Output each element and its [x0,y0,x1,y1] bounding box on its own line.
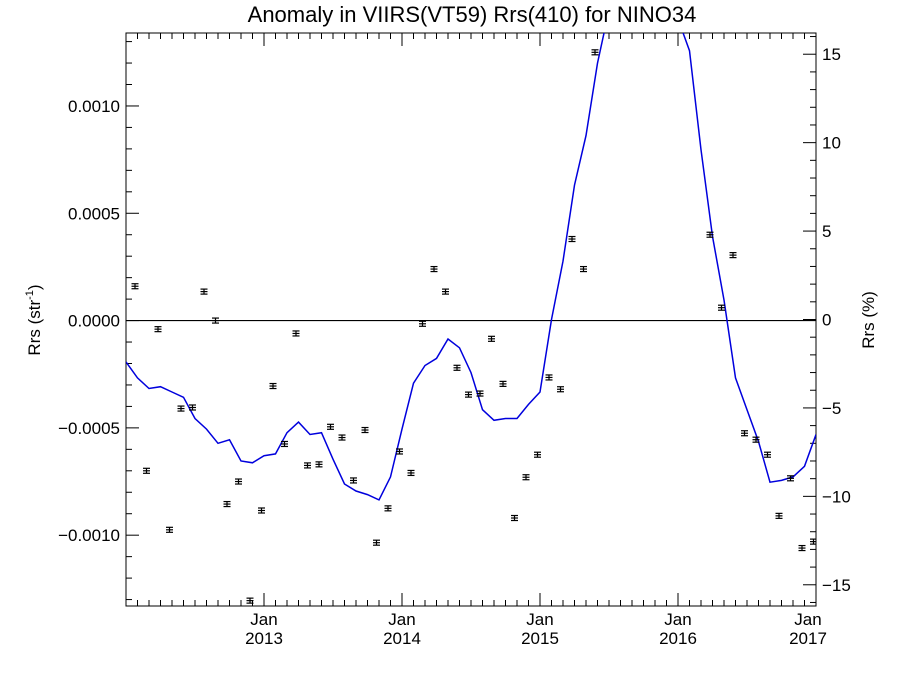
right-tick-label: 0 [822,311,831,330]
right-tick-label: 5 [822,222,831,241]
data-point [430,265,438,273]
x-tick-year-label: 2016 [659,629,697,648]
x-tick-year-label: 2017 [789,629,827,648]
left-tick-label: −0.0010 [58,526,120,545]
data-point [499,380,507,387]
data-point [269,382,277,390]
data-point [568,235,576,243]
data-point [189,404,196,411]
data-point [810,538,816,545]
data-point [361,426,369,434]
data-point [442,288,449,295]
data-point [453,364,461,371]
data-point [154,326,162,333]
right-tick-label: 15 [822,45,841,64]
data-point [177,405,185,412]
x-tick-month-label: Jan [794,610,821,629]
left-tick-label: −0.0005 [58,419,120,438]
data-point [729,252,737,259]
data-point [373,539,380,546]
data-point [741,430,748,437]
data-point [223,500,231,508]
x-tick-year-label: 2013 [245,629,283,648]
data-point [315,461,323,468]
right-y-axis-label: Rrs (%) [859,291,878,349]
x-tick-year-label: 2015 [521,629,559,648]
data-point [545,374,553,381]
data-point [706,231,714,238]
data-point [511,514,518,522]
data-point [476,390,484,397]
data-point [384,505,392,512]
data-point [350,477,357,484]
data-point [246,597,254,604]
data-point [131,283,139,290]
data-point [580,265,587,273]
data-point [591,49,599,56]
data-point [798,544,806,552]
right-tick-label: −5 [822,399,841,418]
data-point [258,507,265,514]
data-point [327,423,334,430]
data-point [396,448,403,455]
data-point [787,475,794,482]
x-tick-year-label: 2014 [383,629,421,648]
left-tick-label: 0.0010 [68,97,120,116]
left-tick-label: 0.0000 [68,312,120,331]
data-point [166,526,173,533]
x-tick-month-label: Jan [250,610,277,629]
data-point [200,288,208,295]
data-point [775,512,783,519]
left-tick-label: 0.0005 [68,204,120,223]
data-point [522,474,530,481]
series-line-percent [126,33,816,501]
left-y-axis-label: Rrs (str-1) [24,284,44,355]
data-point [407,469,415,477]
data-point [718,304,725,311]
data-point [235,478,242,485]
data-point [143,467,150,474]
data-point [557,386,564,393]
chart-title: Anomaly in VIIRS(VT59) Rrs(410) for NINO… [248,2,697,27]
right-tick-label: −10 [822,487,851,506]
right-tick-label: 10 [822,134,841,153]
data-point [752,436,760,443]
data-points [131,49,816,604]
data-point [212,317,219,324]
data-point [534,451,541,458]
data-point [764,451,771,458]
data-point [419,320,426,327]
data-point [465,391,472,398]
data-point [304,462,311,469]
x-tick-month-label: Jan [664,610,691,629]
data-point [281,440,288,448]
right-tick-label: −15 [822,576,851,595]
x-tick-month-label: Jan [526,610,553,629]
data-point [488,335,495,342]
left-y-axis: 0.0010 0.0005 0.0000 −0.0005 −0.0010 [58,41,139,601]
x-tick-month-label: Jan [388,610,415,629]
data-point [292,330,300,337]
right-y-axis: 15 10 5 0 −5 −10 −15 [803,36,851,603]
data-point [338,434,346,441]
plot-frame [125,32,817,607]
